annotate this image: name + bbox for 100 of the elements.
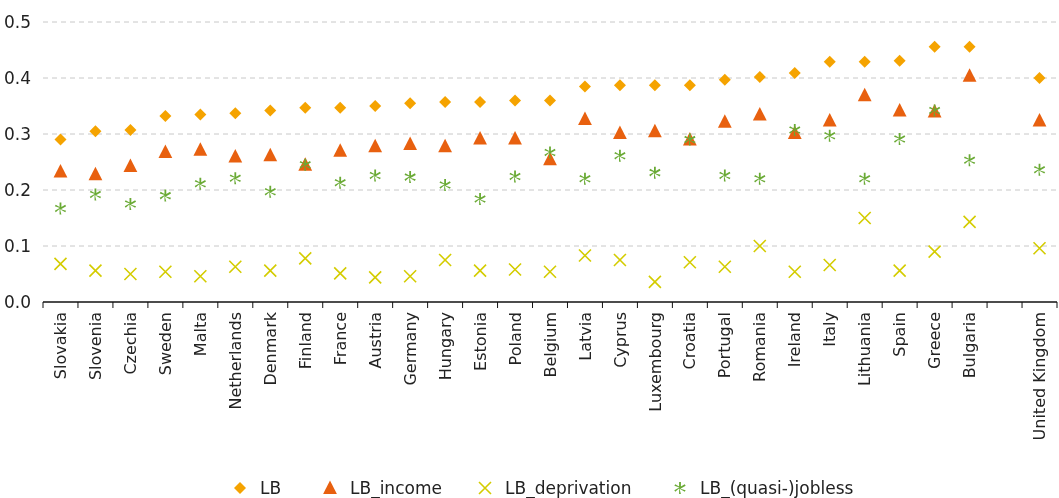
point xyxy=(89,125,102,138)
point xyxy=(229,172,241,185)
point xyxy=(719,169,731,182)
point xyxy=(368,270,382,285)
point xyxy=(752,239,767,253)
point xyxy=(194,108,207,121)
y-tick-label: 0.5 xyxy=(3,11,31,32)
point xyxy=(228,259,243,274)
point xyxy=(403,269,417,284)
point xyxy=(404,171,416,184)
point xyxy=(264,185,276,198)
point xyxy=(578,80,591,93)
point xyxy=(578,111,592,125)
x-tick-label: Lithuania xyxy=(855,312,875,387)
legend-label: LB xyxy=(260,477,282,498)
point xyxy=(88,263,103,278)
y-tick-label: 0.2 xyxy=(3,179,31,200)
point xyxy=(822,113,837,127)
point xyxy=(648,79,661,92)
point xyxy=(228,148,243,163)
point xyxy=(579,172,591,185)
x-tick-label: Malta xyxy=(190,312,210,357)
point xyxy=(753,70,766,83)
point xyxy=(892,102,907,117)
x-tick-label: Greece xyxy=(925,312,945,369)
point xyxy=(962,215,977,229)
point xyxy=(508,262,522,277)
point xyxy=(123,158,138,172)
x-tick-label: Luxembourg xyxy=(645,312,665,412)
x-tick-label: Portugal xyxy=(715,312,735,379)
point xyxy=(823,55,836,68)
point xyxy=(787,264,802,279)
point xyxy=(613,79,626,92)
x-tick-label: Belgium xyxy=(540,312,560,378)
point xyxy=(857,87,872,102)
point xyxy=(473,263,487,278)
x-tick-label: France xyxy=(330,312,350,366)
y-tick-label: 0.4 xyxy=(3,67,31,88)
point xyxy=(894,133,906,146)
point xyxy=(683,79,696,92)
point xyxy=(369,169,381,182)
point xyxy=(683,255,697,270)
point xyxy=(438,253,452,267)
point xyxy=(543,264,557,279)
legend-label: LB_(quasi-)jobless xyxy=(700,477,854,498)
x-tick-label: Croatia xyxy=(680,312,700,370)
point xyxy=(474,96,487,109)
point xyxy=(193,269,208,284)
legend-label: LB_deprivation xyxy=(505,477,632,498)
x-tick-label: Spain xyxy=(890,312,910,357)
point xyxy=(369,100,382,112)
point xyxy=(333,143,348,157)
point xyxy=(613,125,627,139)
point xyxy=(263,147,278,162)
x-tick-label: Romania xyxy=(750,312,770,382)
point xyxy=(613,253,627,267)
x-tick-label: Slovakia xyxy=(51,312,71,380)
point xyxy=(788,66,801,79)
point xyxy=(439,178,451,191)
point xyxy=(298,251,313,266)
point xyxy=(927,244,942,259)
x-tick-label: Poland xyxy=(505,312,525,366)
point xyxy=(368,138,383,153)
x-tick-label: Estonia xyxy=(470,312,490,371)
point xyxy=(229,107,242,120)
point xyxy=(403,136,418,151)
point xyxy=(1033,72,1046,84)
point xyxy=(718,259,732,274)
point xyxy=(123,267,138,281)
point xyxy=(54,133,67,146)
x-tick-label: Cyprus xyxy=(610,312,630,368)
point xyxy=(158,264,173,279)
point xyxy=(824,129,836,142)
point xyxy=(53,257,68,271)
x-tick-label: Slovenia xyxy=(86,312,106,381)
point xyxy=(333,266,348,281)
point xyxy=(158,144,173,158)
point xyxy=(857,211,872,225)
point xyxy=(1032,113,1047,127)
point xyxy=(264,104,277,117)
y-tick-label: 0.3 xyxy=(3,123,31,144)
x-tick-label: Finland xyxy=(295,312,315,370)
x-tick-label: Austria xyxy=(365,312,385,369)
point xyxy=(893,54,906,67)
point xyxy=(334,176,346,189)
y-tick-label: 0.0 xyxy=(3,291,31,312)
point xyxy=(614,149,626,162)
point xyxy=(754,172,766,185)
point xyxy=(509,170,521,183)
y-tick-label: 0.1 xyxy=(3,235,31,256)
point xyxy=(299,101,312,114)
x-tick-label: Ireland xyxy=(785,312,805,368)
point xyxy=(822,258,837,272)
x-tick-label: Sweden xyxy=(155,312,175,376)
point xyxy=(718,73,731,86)
point xyxy=(1032,241,1047,256)
x-tick-label: Germany xyxy=(400,312,420,386)
x-tick-label: Netherlands xyxy=(225,312,245,410)
point xyxy=(474,192,486,205)
point xyxy=(544,94,556,107)
